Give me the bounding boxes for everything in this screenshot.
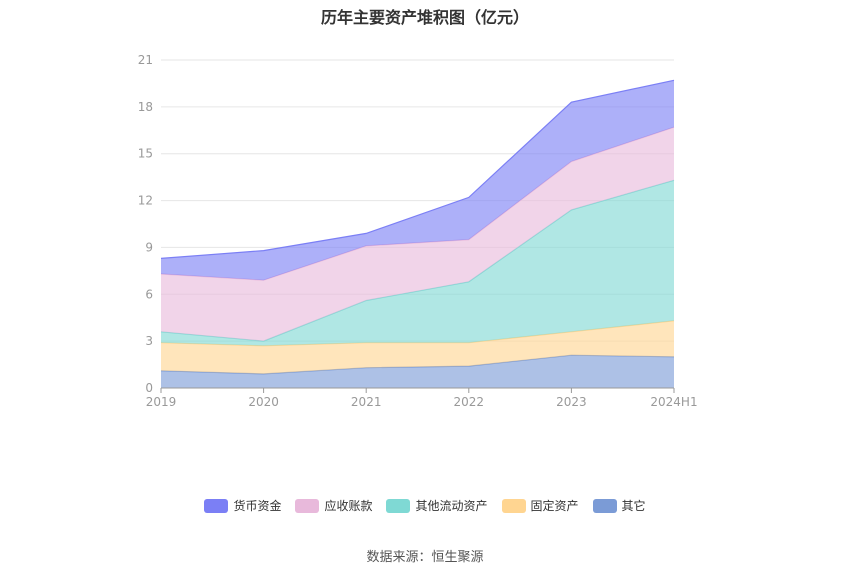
area-货币资金	[161, 80, 674, 281]
x-tick-label: 2024H1	[650, 395, 697, 409]
y-tick-label: 9	[145, 240, 153, 254]
area-其它	[161, 355, 674, 388]
stacked-area-chart: 0 3 6 9 12 15 18 21 2019 2020 2021 2022 2023 2024H1	[138, 53, 698, 409]
legend-label: 其它	[621, 499, 646, 513]
x-tick-label: 2020	[248, 395, 279, 409]
legend-item[interactable]: 货币资金	[204, 497, 281, 514]
y-tick-label: 21	[138, 53, 153, 67]
legend-item[interactable]: 应收账款	[295, 497, 372, 514]
y-tick-label: 18	[138, 100, 153, 114]
legend-label: 其他流动资产	[415, 499, 488, 513]
legend: 货币资金 应收账款 其他流动资产 固定资产 其它	[0, 497, 850, 514]
y-tick-label: 3	[145, 334, 153, 348]
data-source: 数据来源：恒生聚源	[366, 550, 484, 565]
chart-title: 历年主要资产堆积图（亿元）	[320, 8, 529, 27]
y-tick-label: 0	[145, 381, 153, 395]
series-line-货币资金	[160, 79, 675, 259]
area-应收账款	[161, 127, 674, 342]
legend-swatch	[592, 498, 617, 513]
y-tick-label: 15	[138, 147, 153, 161]
legend-swatch	[295, 498, 320, 513]
legend-label: 货币资金	[233, 499, 282, 513]
legend-item[interactable]: 固定资产	[501, 497, 579, 514]
x-tick-label: 2023	[556, 395, 587, 409]
legend-item[interactable]: 其他流动资产	[386, 497, 488, 514]
legend-swatch	[386, 498, 411, 513]
legend-item[interactable]: 其它	[592, 497, 646, 514]
x-tick-label: 2021	[351, 395, 382, 409]
legend-label: 应收账款	[324, 499, 373, 513]
legend-label: 固定资产	[530, 499, 579, 513]
x-tick-label: 2019	[146, 395, 177, 409]
area-series	[160, 79, 675, 388]
x-tick-label: 2022	[454, 395, 485, 409]
legend-swatch	[501, 498, 526, 513]
y-tick-label: 6	[145, 287, 153, 301]
axes: 0 3 6 9 12 15 18 21 2019 2020 2021 2022 2023 2024H1	[138, 53, 698, 409]
area-固定资产	[161, 320, 674, 374]
legend-swatch	[204, 498, 229, 513]
area-其他流动资产	[161, 180, 674, 346]
y-tick-label: 12	[138, 194, 153, 208]
